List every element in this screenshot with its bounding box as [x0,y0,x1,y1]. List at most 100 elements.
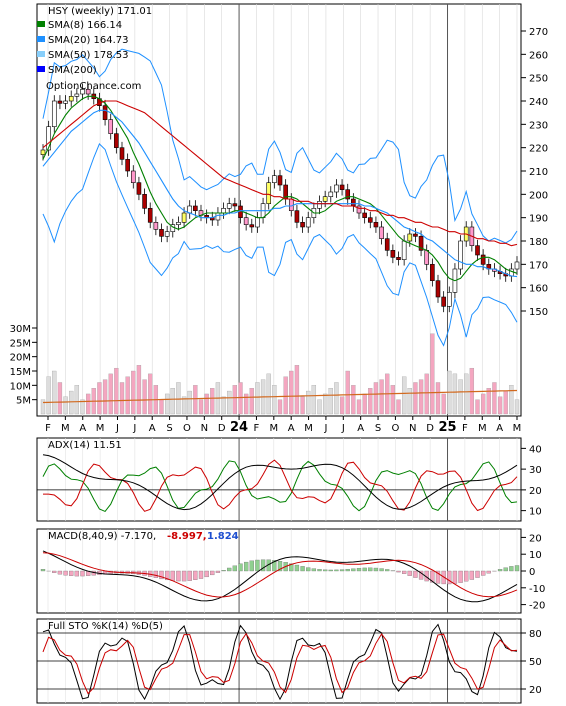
macd-histogram-bar [181,570,187,582]
x-tick-label: M [269,423,278,434]
macd-histogram-bar [356,568,362,572]
volume-tick-label: 15M [10,367,31,378]
macd-histogram-bar [322,569,328,572]
volume-bar [509,385,514,415]
volume-bar [300,396,305,415]
volume-bar [475,399,480,415]
volume-bar [435,382,441,415]
y-tick-label: 230 [529,120,548,131]
volume-bar [148,373,153,415]
macd-histogram-bar [475,570,480,578]
candle [277,175,283,186]
macd-histogram-bar [339,569,345,572]
volume-bar [362,393,367,415]
volume-bar [514,399,520,415]
volume-bar [176,382,181,415]
macd-histogram-bar [464,570,469,582]
y-tick-label: 0 [529,567,535,578]
legend-swatch-sma50 [37,51,45,57]
candle [345,189,351,200]
y-tick-label: 10 [529,550,542,561]
series-line [42,109,518,278]
x-tick-label: J [323,423,327,434]
macd-histogram-bar [385,569,390,572]
volume-bar [311,385,317,415]
x-tick-label: S [375,423,381,434]
sto-title: Full STO %K(14) %D(5) [48,621,163,632]
candle [243,217,249,225]
x-tick-label: J [341,423,345,434]
price-frame [36,3,522,417]
volume-bar [125,376,130,415]
volume-bar [379,379,384,415]
volume-bar [351,385,356,415]
candle [446,292,452,307]
volume-bar [266,373,271,415]
macd-histogram-bar [368,567,373,572]
macd-histogram-bar [215,570,221,573]
volume-bar [159,399,164,415]
volume-average-line [42,389,518,404]
candle [418,236,424,251]
volume-bar [430,333,435,415]
macd-histogram-bar [227,567,232,572]
macd-histogram-bar [204,570,209,578]
macd-histogram-bar [514,565,520,572]
legend-sma50: SMA(50) 178.53 [48,50,129,61]
x-tick-label: A [357,423,364,434]
y-tick-label: 20 [529,685,542,696]
volume-bar [204,393,209,415]
macd-histogram-bar [362,567,367,572]
candle [114,133,119,148]
macd-histogram-bar [57,570,63,575]
candle [407,233,413,242]
x-tick-label: A [496,423,503,434]
volume-bar [63,396,68,415]
volume-bar [243,393,249,415]
volume-bar [464,373,469,415]
y-tick-label: 240 [529,97,548,108]
x-tick-label: J [132,423,136,434]
x-tick-label: M [96,423,105,434]
x-tick-label: F [254,423,260,434]
macd-histogram-bar [447,570,452,585]
y-tick-label: 200 [529,190,548,201]
candle [215,212,221,221]
candle [57,100,63,104]
candle [63,100,68,104]
candle [51,100,57,127]
legend-sma8: SMA(8) 166.14 [48,20,122,31]
y-tick-label: -20 [529,601,545,612]
macd-histogram-bar [243,561,249,572]
y-tick-label: 170 [529,260,548,271]
macd-histogram-bar [373,567,379,572]
candle [351,198,356,207]
volume-bar [294,365,300,415]
macd-line [42,550,518,603]
volume-bar [80,399,85,415]
price-panel: 270 260 250 240 230 220 210 200 190 180 170 160 150 3… [10,3,548,420]
candle [108,119,114,134]
macd-histogram-bar [294,564,300,572]
x-tick-label: F [45,423,51,434]
macd-title: MACD(8,40,9) -7.170, [48,531,156,542]
volume-bar [407,388,412,415]
volume-bar [249,388,254,415]
volume-bar [164,393,170,415]
macd-histogram-bar [311,568,317,572]
macd-histogram-bar [497,569,503,572]
macd-histogram-bar [452,570,458,584]
candle [458,240,463,270]
x-tick-label: O [183,423,191,434]
macd-histogram-bar [176,570,181,582]
volume-bar [458,379,463,415]
volume-bar [232,385,238,415]
candle [373,222,379,228]
volume-bar [418,379,424,415]
candle [46,126,51,151]
macd-histogram-bar [396,570,401,573]
candle [334,184,339,193]
y-tick-label: 50 [529,657,542,668]
watermark: OptionChance.com [46,81,141,92]
legend: SMA(8) 166.14 SMA(20) 164.73 SMA(50) 178… [37,20,129,76]
